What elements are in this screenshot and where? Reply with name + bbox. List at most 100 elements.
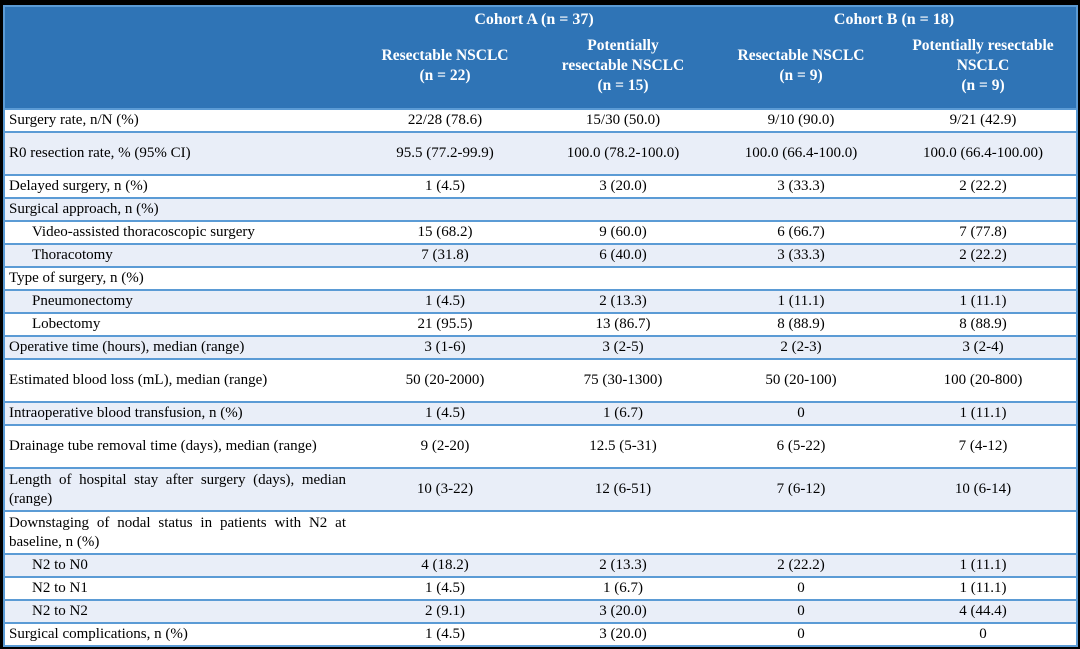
table-header: Cohort A (n = 37) Cohort B (n = 18) Rese… — [4, 6, 1078, 109]
table-row: Drainage tube removal time (days), media… — [4, 425, 1078, 468]
value-cell: 1 (11.1) — [959, 557, 1007, 573]
value-cell: 1 (11.1) — [959, 293, 1007, 309]
table-row: Surgical complications, n (%) 1 (4.5) 3 (2… — [4, 623, 1078, 646]
value-cell: 7 (4-12) — [958, 438, 1008, 454]
value-cell: 3 (2-4) — [962, 339, 1004, 355]
row-label: Video-assisted thoracoscopic surgery — [32, 224, 255, 240]
value-cell — [534, 267, 712, 290]
table-row: Intraoperative blood transfusion, n (%) 1… — [4, 402, 1078, 425]
value-cell: 15 (68.2) — [417, 224, 473, 240]
table-row: N2 to N1 1 (4.5) 1 (6.7) 0 1 (11.1) — [4, 577, 1078, 600]
table-row: Thoracotomy 7 (31.8) 6 (40.0) 3 (33.3) 2 (22… — [4, 244, 1078, 267]
value-cell: 2 (22.2) — [959, 178, 1007, 194]
row-label: Operative time (hours), median (range) — [9, 339, 245, 355]
value-cell: 8 (88.9) — [777, 316, 825, 332]
row-label: N2 to N2 — [32, 603, 88, 619]
value-cell — [712, 511, 890, 554]
value-cell: 1 (6.7) — [603, 580, 643, 596]
table-row: N2 to N0 4 (18.2) 2 (13.3) 2 (22.2) 1 (11.1) — [4, 554, 1078, 577]
value-cell — [712, 267, 890, 290]
subgroup-header-row: Resectable NSCLC (n = 22) Potentially re… — [4, 32, 1078, 109]
value-cell: 1 (4.5) — [425, 178, 465, 194]
subheader-cohort-b-potentially-resectable: Potentially resectable NSCLC (n = 9) — [890, 32, 1078, 109]
value-cell: 4 (44.4) — [959, 603, 1007, 619]
value-cell: 1 (4.5) — [425, 405, 465, 421]
value-cell: 2 (22.2) — [959, 247, 1007, 263]
value-cell — [356, 267, 534, 290]
row-label: R0 resection rate, % (95% CI) — [9, 145, 191, 161]
table-row: R0 resection rate, % (95% CI) 95.5 (77.2-… — [4, 132, 1078, 175]
row-label: Surgical complications, n (%) — [9, 626, 188, 642]
value-cell: 95.5 (77.2-99.9) — [396, 145, 494, 161]
value-cell: 0 — [797, 405, 805, 421]
value-cell: 3 (1-6) — [424, 339, 466, 355]
value-cell: 6 (5-22) — [776, 438, 826, 454]
value-cell: 2 (9.1) — [425, 603, 465, 619]
table-row: Surgical approach, n (%) — [4, 198, 1078, 221]
table-row: Pneumonectomy 1 (4.5) 2 (13.3) 1 (11.1) 1 (1… — [4, 290, 1078, 313]
value-cell: 9 (60.0) — [599, 224, 647, 240]
value-cell: 12 (6-51) — [594, 481, 652, 497]
table-row: Estimated blood loss (mL), median (range… — [4, 359, 1078, 402]
value-cell: 100 (20-800) — [943, 372, 1023, 388]
value-cell — [534, 511, 712, 554]
value-cell: 7 (31.8) — [421, 247, 469, 263]
row-label: N2 to N0 — [32, 557, 88, 573]
table-row: Length of hospital stay after surgery (d… — [4, 468, 1078, 511]
table-row: Lobectomy 21 (95.5) 13 (86.7) 8 (88.9) 8 (88… — [4, 313, 1078, 336]
value-cell: 100.0 (66.4-100.00) — [923, 145, 1043, 161]
value-cell: 13 (86.7) — [595, 316, 651, 332]
row-label: Surgery rate, n/N (%) — [9, 112, 139, 128]
row-label: Surgical approach, n (%) — [9, 201, 159, 217]
subheader-cohort-a-resectable: Resectable NSCLC (n = 22) — [356, 32, 534, 109]
value-cell: 1 (4.5) — [425, 626, 465, 642]
value-cell: 100.0 (66.4-100.0) — [744, 145, 858, 161]
value-cell: 3 (20.0) — [599, 178, 647, 194]
row-label: Length of hospital stay after surgery (d… — [9, 471, 346, 507]
value-cell — [890, 511, 1077, 554]
value-cell: 2 (2-3) — [780, 339, 822, 355]
value-cell: 15/30 (50.0) — [585, 112, 661, 128]
value-cell: 75 (30-1300) — [583, 372, 663, 388]
label-column-header-empty — [4, 32, 356, 109]
row-label: N2 to N1 — [32, 580, 88, 596]
value-cell: 12.5 (5-31) — [589, 438, 657, 454]
value-cell — [356, 511, 534, 554]
value-cell: 100.0 (78.2-100.0) — [566, 145, 680, 161]
value-cell: 1 (6.7) — [603, 405, 643, 421]
row-label: Pneumonectomy — [32, 293, 133, 309]
row-label: Thoracotomy — [32, 247, 113, 263]
value-cell: 0 — [797, 580, 805, 596]
row-label: Type of surgery, n (%) — [9, 270, 144, 286]
value-cell: 10 (6-14) — [954, 481, 1012, 497]
table-body: Surgery rate, n/N (%) 22/28 (78.6) 15/30 (… — [4, 109, 1078, 646]
row-label: Drainage tube removal time (days), media… — [9, 438, 317, 454]
row-label: Estimated blood loss (mL), median (range… — [9, 372, 268, 388]
value-cell: 50 (20-2000) — [405, 372, 485, 388]
corner-empty-cell — [4, 6, 356, 32]
value-cell — [356, 198, 534, 221]
table-row: Operative time (hours), median (range) 3 … — [4, 336, 1078, 359]
surgical-outcomes-table: Cohort A (n = 37) Cohort B (n = 18) Rese… — [3, 5, 1079, 647]
value-cell: 9/10 (90.0) — [767, 112, 835, 128]
table-row: Type of surgery, n (%) — [4, 267, 1078, 290]
value-cell: 3 (20.0) — [599, 603, 647, 619]
value-cell: 2 (13.3) — [599, 293, 647, 309]
value-cell: 7 (6-12) — [776, 481, 826, 497]
value-cell: 6 (66.7) — [777, 224, 825, 240]
value-cell — [534, 198, 712, 221]
value-cell: 0 — [797, 626, 805, 642]
value-cell: 10 (3-22) — [416, 481, 474, 497]
value-cell — [890, 267, 1077, 290]
value-cell: 1 (11.1) — [959, 405, 1007, 421]
value-cell: 2 (13.3) — [599, 557, 647, 573]
value-cell: 50 (20-100) — [765, 372, 837, 388]
table-row: Delayed surgery, n (%) 1 (4.5) 3 (20.0) 3 (… — [4, 175, 1078, 198]
row-label: Lobectomy — [32, 316, 101, 332]
value-cell: 21 (95.5) — [417, 316, 473, 332]
value-cell: 1 (4.5) — [425, 580, 465, 596]
value-cell: 9 (2-20) — [420, 438, 470, 454]
value-cell: 22/28 (78.6) — [407, 112, 483, 128]
value-cell — [712, 198, 890, 221]
